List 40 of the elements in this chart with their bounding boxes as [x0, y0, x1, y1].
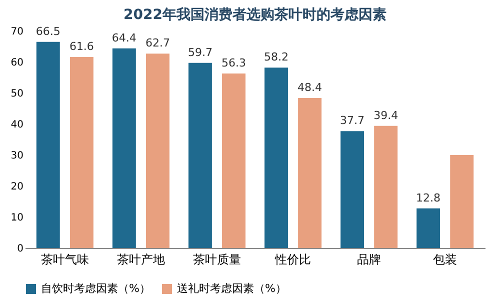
bar	[112, 48, 136, 248]
data-label: 64.4	[112, 31, 136, 44]
y-tick-label: 40	[10, 120, 24, 130]
y-tick-label: 70	[10, 26, 24, 38]
y-tick-label: 10	[10, 212, 24, 224]
y-tick-label: 30	[10, 150, 24, 162]
bar	[264, 68, 288, 248]
bar	[188, 62, 212, 248]
x-tick-label: 品牌	[357, 252, 382, 266]
x-tick-label: 茶叶质量	[192, 252, 241, 266]
data-label: 59.7	[188, 46, 212, 59]
x-tick-label: 茶叶产地	[116, 252, 165, 266]
bar	[146, 54, 170, 248]
bar	[70, 57, 94, 248]
bar	[340, 131, 364, 248]
y-tick-label: 60	[10, 58, 24, 68]
x-tick-label: 茶叶气味	[40, 252, 89, 266]
data-label: 62.7	[145, 36, 170, 50]
y-tick-label: 50	[10, 88, 24, 100]
data-label: 61.6	[69, 40, 94, 54]
data-label: 37.7	[340, 114, 365, 128]
data-label: 58.2	[264, 50, 288, 64]
y-tick-label: 20	[10, 182, 24, 192]
x-tick-label: 包装	[433, 252, 458, 266]
bar	[298, 98, 322, 248]
legend-label: 自饮时考虑因素（%）	[41, 282, 150, 295]
bar	[450, 155, 474, 248]
bar	[416, 208, 440, 248]
data-label: 48.4	[298, 80, 322, 94]
bar	[374, 126, 398, 248]
x-tick-label: 性价比	[274, 252, 312, 266]
legend-label: 送礼时考虑因素（%）	[177, 282, 286, 295]
bar	[36, 42, 60, 248]
data-label: 39.4	[374, 108, 398, 122]
y-tick-label: 0	[17, 244, 24, 254]
data-label: 12.8	[416, 191, 441, 204]
chart-title: 2022年我国消费者选购茶叶时的考虑因素	[124, 6, 386, 23]
data-label: 66.5	[36, 24, 60, 38]
data-label: 56.3	[222, 56, 246, 70]
bar	[222, 73, 246, 248]
